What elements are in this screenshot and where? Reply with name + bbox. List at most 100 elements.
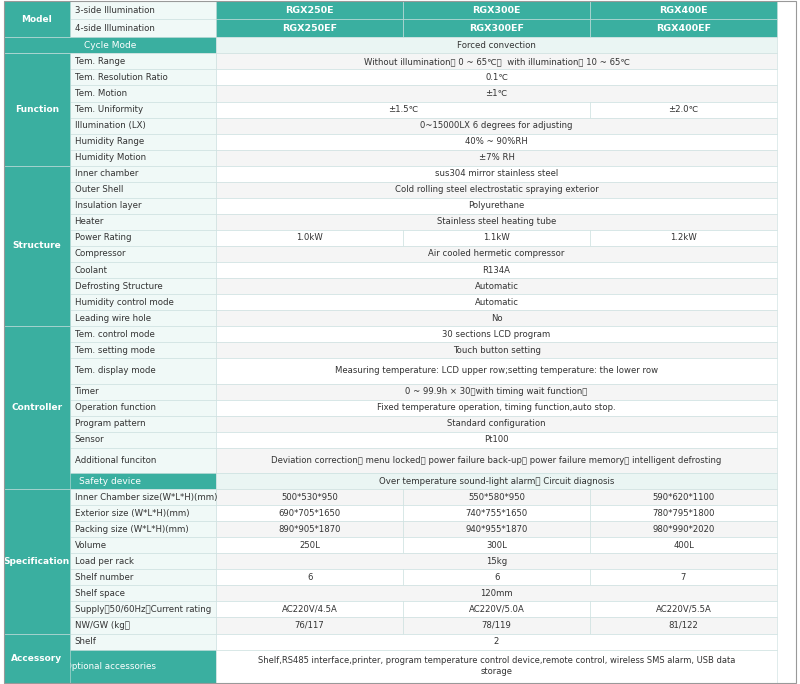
- Text: RGX250E: RGX250E: [286, 6, 334, 15]
- Bar: [216, 586, 777, 601]
- Bar: [70, 166, 216, 182]
- Bar: [4, 53, 70, 166]
- Bar: [4, 521, 70, 537]
- Bar: [70, 618, 216, 633]
- Bar: [403, 618, 590, 633]
- Text: Exterior size (W*L*H)(mm): Exterior size (W*L*H)(mm): [74, 509, 189, 518]
- Bar: [4, 342, 70, 358]
- Text: R134A: R134A: [482, 265, 510, 274]
- Bar: [216, 505, 403, 521]
- Text: 6: 6: [494, 573, 499, 582]
- Bar: [216, 101, 590, 118]
- Bar: [216, 294, 777, 310]
- Bar: [216, 150, 777, 166]
- Bar: [4, 448, 70, 473]
- Bar: [403, 489, 590, 505]
- Text: Automatic: Automatic: [474, 298, 518, 306]
- Text: Insulation layer: Insulation layer: [74, 201, 141, 211]
- Bar: [216, 133, 777, 150]
- Bar: [4, 38, 216, 53]
- Text: ±2.0℃: ±2.0℃: [669, 105, 698, 114]
- Text: Outer Shell: Outer Shell: [74, 185, 123, 194]
- Bar: [70, 448, 216, 473]
- Text: Deviation correction， menu locked， power failure back-up， power failure memory， : Deviation correction， menu locked， power…: [271, 456, 722, 465]
- Bar: [70, 133, 216, 150]
- Bar: [216, 650, 777, 683]
- Bar: [590, 521, 777, 537]
- Bar: [70, 294, 216, 310]
- Bar: [70, 342, 216, 358]
- Bar: [216, 601, 403, 618]
- Text: Leading wire hole: Leading wire hole: [74, 314, 150, 323]
- Text: Inner Chamber size(W*L*H)(mm): Inner Chamber size(W*L*H)(mm): [74, 492, 217, 501]
- Bar: [4, 537, 70, 553]
- Text: Coolant: Coolant: [74, 265, 107, 274]
- Bar: [590, 101, 777, 118]
- Text: 1.0kW: 1.0kW: [296, 233, 323, 242]
- Bar: [4, 70, 70, 86]
- Bar: [70, 70, 216, 86]
- Text: RGX300E: RGX300E: [472, 6, 521, 15]
- Bar: [70, 230, 216, 246]
- Bar: [70, 489, 216, 505]
- Bar: [70, 399, 216, 416]
- Bar: [4, 246, 70, 262]
- Text: ±7% RH: ±7% RH: [478, 153, 514, 162]
- Text: Packing size (W*L*H)(mm): Packing size (W*L*H)(mm): [74, 525, 188, 534]
- Text: 78/119: 78/119: [482, 621, 511, 630]
- Bar: [590, 601, 777, 618]
- Bar: [70, 537, 216, 553]
- Bar: [4, 166, 70, 182]
- Bar: [216, 399, 777, 416]
- Bar: [70, 53, 216, 70]
- Bar: [4, 133, 70, 150]
- Text: Controller: Controller: [11, 403, 62, 412]
- Bar: [216, 230, 403, 246]
- Text: Tem. control mode: Tem. control mode: [74, 330, 154, 339]
- Text: 0.1℃: 0.1℃: [485, 73, 508, 82]
- Text: Cycle Mode: Cycle Mode: [84, 41, 136, 50]
- Bar: [4, 118, 70, 133]
- Text: Humidity control mode: Humidity control mode: [74, 298, 174, 306]
- Bar: [216, 70, 777, 86]
- Bar: [216, 432, 777, 448]
- Bar: [70, 150, 216, 166]
- Bar: [70, 86, 216, 101]
- Text: Function: Function: [15, 105, 59, 114]
- Bar: [4, 473, 216, 489]
- Bar: [4, 53, 70, 70]
- Bar: [216, 618, 403, 633]
- Bar: [216, 448, 777, 473]
- Text: AC220V/5.5A: AC220V/5.5A: [655, 605, 711, 614]
- Bar: [216, 182, 777, 198]
- Bar: [216, 342, 777, 358]
- Text: Safety device: Safety device: [79, 477, 141, 486]
- Bar: [4, 618, 70, 633]
- Text: RGX400E: RGX400E: [659, 6, 708, 15]
- Bar: [70, 553, 216, 569]
- Bar: [70, 198, 216, 214]
- Bar: [216, 489, 403, 505]
- Bar: [590, 569, 777, 586]
- Text: 690*705*1650: 690*705*1650: [278, 509, 341, 518]
- Bar: [4, 432, 70, 448]
- Text: Tem. setting mode: Tem. setting mode: [74, 346, 154, 355]
- Text: Heater: Heater: [74, 218, 104, 226]
- Text: Cold rolling steel electrostatic spraying exterior: Cold rolling steel electrostatic sprayin…: [394, 185, 598, 194]
- Text: sus304 mirror stainless steel: sus304 mirror stainless steel: [435, 169, 558, 179]
- Text: Structure: Structure: [13, 241, 62, 250]
- Bar: [216, 118, 777, 133]
- Text: Inner chamber: Inner chamber: [74, 169, 138, 179]
- Bar: [216, 537, 403, 553]
- Bar: [216, 326, 777, 342]
- Bar: [4, 489, 70, 505]
- Bar: [70, 569, 216, 586]
- Text: Specification: Specification: [4, 557, 70, 566]
- Text: Tem. display mode: Tem. display mode: [74, 367, 155, 376]
- Bar: [4, 101, 70, 118]
- Text: Fixed temperature operation, timing function,auto stop.: Fixed temperature operation, timing func…: [378, 403, 616, 412]
- Bar: [4, 553, 70, 569]
- Text: Humidity Range: Humidity Range: [74, 137, 144, 146]
- Bar: [403, 19, 590, 38]
- Bar: [4, 86, 70, 101]
